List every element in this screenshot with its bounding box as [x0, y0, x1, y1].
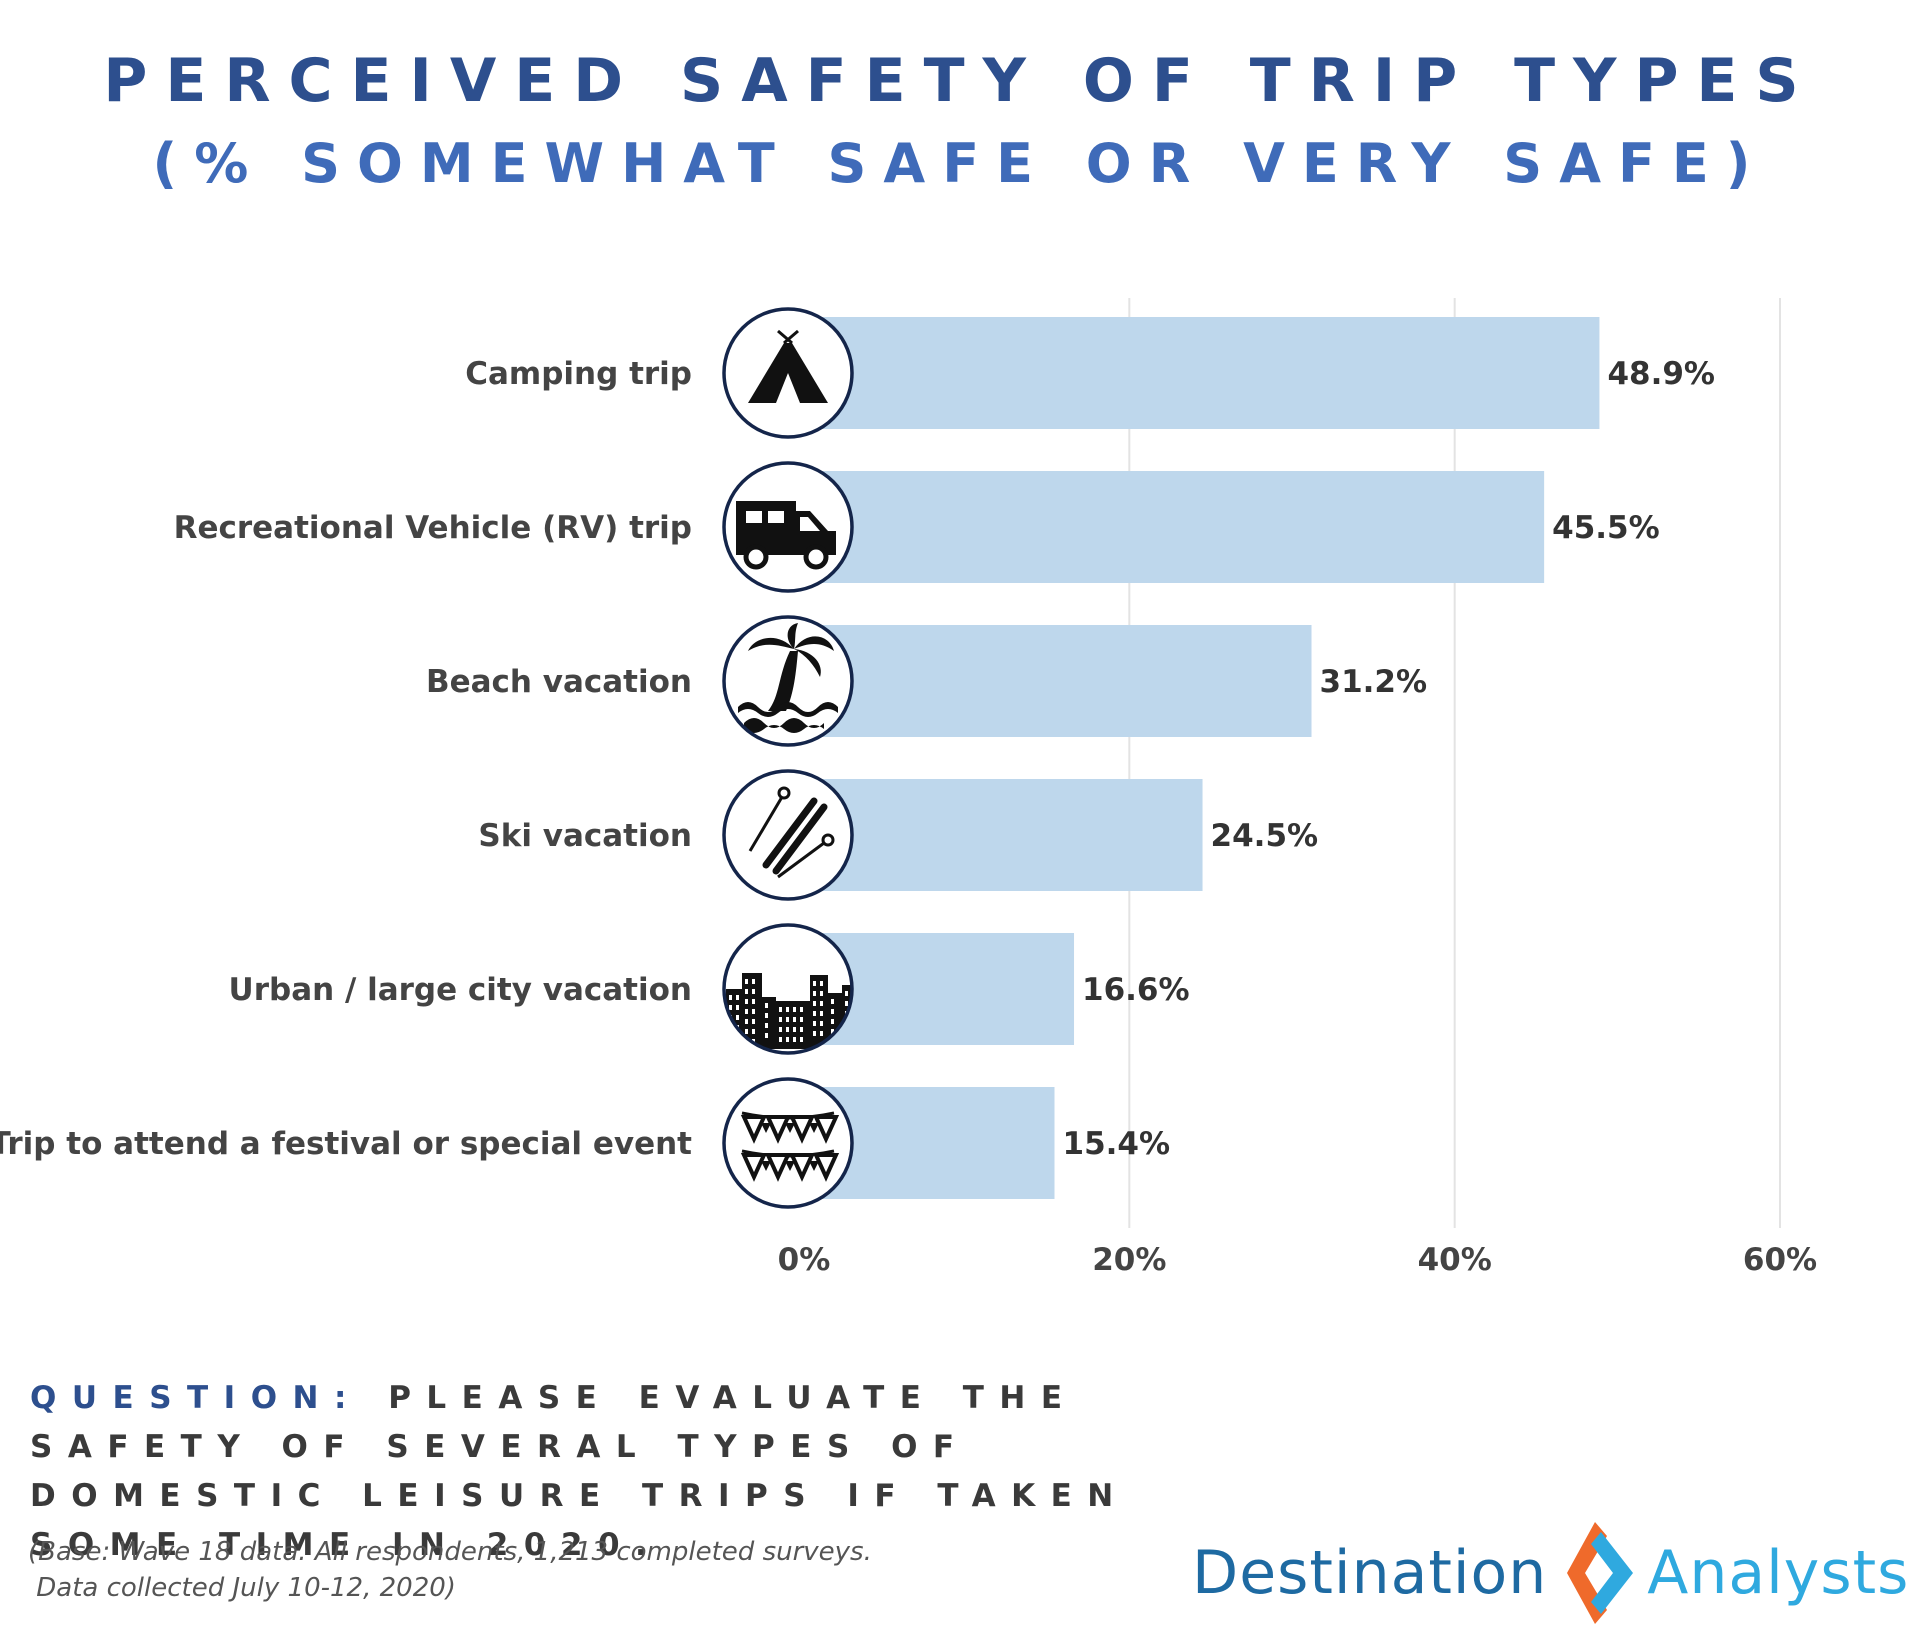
base-note: (Base: Wave 18 data. All respondents, 1,… [28, 1537, 872, 1603]
destination-analysts-logo: Destination Analysts [1192, 1518, 1909, 1628]
logo-word-analysts: Analysts [1647, 1538, 1910, 1608]
value-label: 45.5% [1552, 510, 1660, 546]
category-label: Beach vacation [426, 664, 692, 700]
diamond-logo-icon [1567, 1522, 1634, 1624]
bar [804, 625, 1312, 737]
bar [804, 471, 1545, 583]
value-label: 15.4% [1063, 1126, 1171, 1162]
category-label: Trip to attend a festival or special eve… [0, 1126, 692, 1162]
icon-badge [722, 923, 854, 1055]
bar-chart: Camping trip 48.9% Recreational Vehicle (R… [0, 298, 1817, 1278]
icon-badge [722, 307, 854, 439]
icon-badge [722, 615, 854, 747]
value-label: 16.6% [1082, 972, 1190, 1008]
palm-tree-icon [738, 623, 838, 733]
bunting-icon [740, 1111, 840, 1182]
rv-icon [736, 501, 836, 570]
tent-icon [748, 329, 828, 403]
x-tick-label: 20% [1092, 1242, 1166, 1278]
value-label: 31.2% [1320, 664, 1428, 700]
bar [804, 317, 1600, 429]
category-label: Ski vacation [478, 818, 692, 854]
icon-badge [722, 461, 854, 593]
city-icon [726, 973, 851, 1049]
question-label: QUESTION: [30, 1380, 362, 1416]
chart-title: PERCEIVED SAFETY OF TRIP TYPES [103, 46, 1817, 116]
category-label: Recreational Vehicle (RV) trip [174, 510, 692, 546]
ski-icon [748, 786, 835, 879]
logo-word-destination: Destination [1192, 1538, 1548, 1608]
icon-badge [722, 769, 854, 901]
x-tick-label: 40% [1418, 1242, 1492, 1278]
question-text: PLEASE EVALUATE THE SAFETY OF SEVERAL TY… [30, 1380, 1129, 1563]
survey-question: QUESTION: PLEASE EVALUATE THE SAFETY OF … [30, 1374, 1190, 1570]
category-label: Urban / large city vacation [229, 972, 692, 1008]
value-label: 24.5% [1211, 818, 1319, 854]
icon-badge [722, 1077, 854, 1209]
value-label: 48.9% [1607, 356, 1715, 392]
x-tick-label: 60% [1743, 1242, 1817, 1278]
chart-subtitle: (% SOMEWHAT SAFE OR VERY SAFE) [152, 132, 1768, 195]
x-tick-label: 0% [778, 1242, 831, 1278]
bar [804, 779, 1203, 891]
category-label: Camping trip [465, 356, 692, 392]
